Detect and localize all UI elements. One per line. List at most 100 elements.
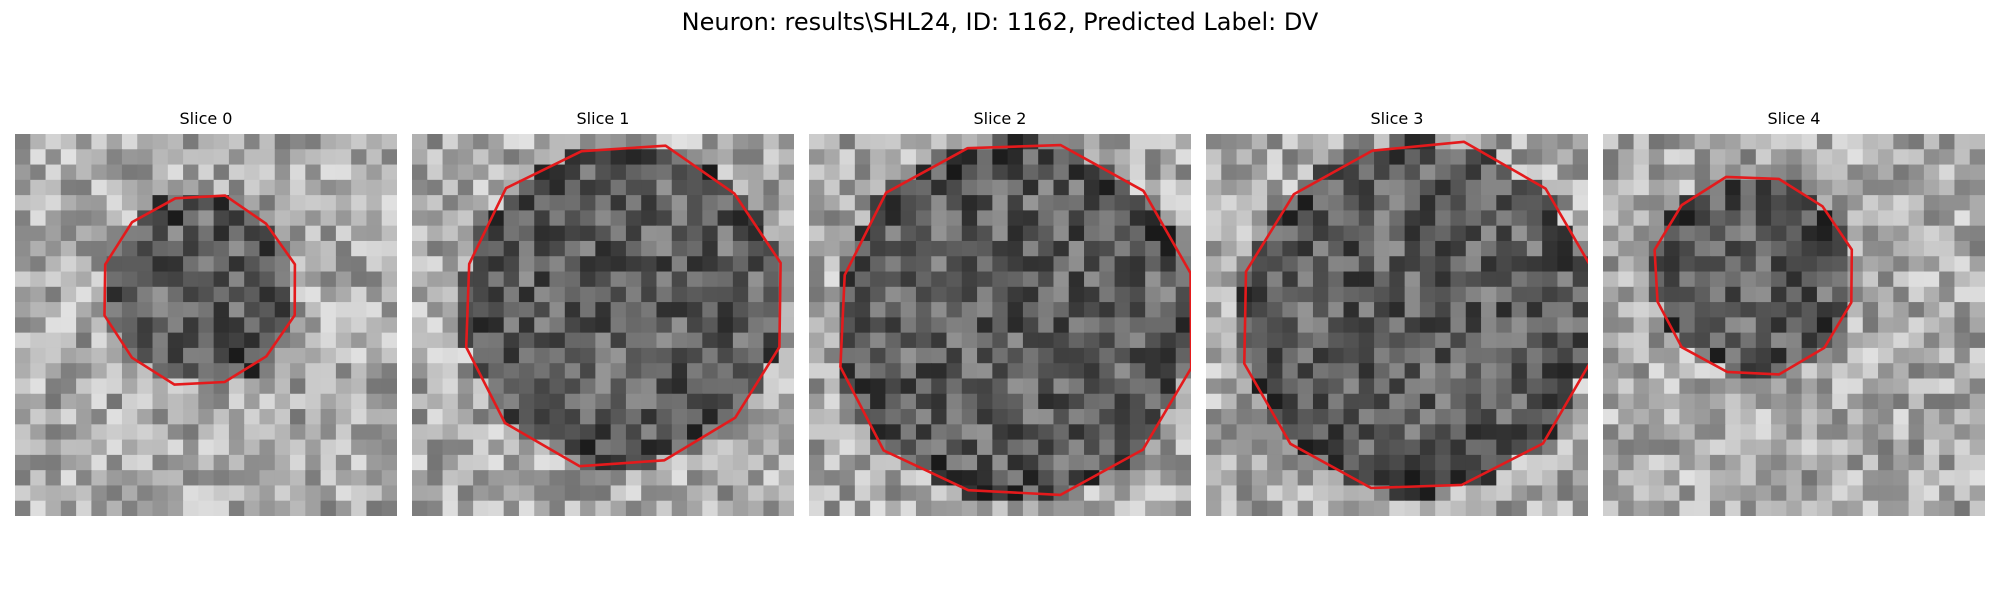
pixel bbox=[1404, 256, 1421, 273]
pixel bbox=[946, 286, 963, 303]
pixel bbox=[488, 286, 505, 303]
pixel bbox=[1297, 134, 1314, 150]
pixel bbox=[809, 317, 825, 334]
pixel bbox=[1771, 149, 1787, 166]
pixel bbox=[1908, 210, 1925, 227]
pixel bbox=[778, 378, 794, 395]
pixel bbox=[931, 317, 948, 334]
pixel bbox=[1282, 332, 1299, 349]
pixel bbox=[121, 271, 138, 288]
pixel bbox=[641, 164, 658, 181]
pixel bbox=[1923, 134, 1940, 150]
pixel bbox=[1725, 378, 1742, 395]
pixel bbox=[1022, 424, 1039, 441]
pixel bbox=[809, 195, 825, 211]
pixel bbox=[305, 317, 322, 334]
pixel bbox=[106, 179, 123, 196]
pixel bbox=[1145, 271, 1162, 288]
pixel bbox=[1816, 332, 1833, 349]
pixel bbox=[1816, 240, 1833, 257]
pixel bbox=[412, 240, 428, 257]
pixel bbox=[274, 378, 291, 395]
pixel bbox=[900, 286, 917, 303]
pixel bbox=[305, 500, 322, 516]
pixel bbox=[1389, 225, 1406, 242]
pixel bbox=[259, 271, 276, 288]
pixel bbox=[1648, 439, 1665, 456]
pixel bbox=[121, 240, 138, 257]
pixel bbox=[244, 134, 261, 150]
pixel bbox=[351, 317, 368, 334]
pixel bbox=[351, 424, 368, 441]
pixel bbox=[167, 240, 184, 257]
pixel bbox=[1206, 363, 1222, 380]
pixel bbox=[656, 179, 673, 196]
slice-image bbox=[1206, 134, 1588, 516]
pixel bbox=[564, 393, 581, 410]
pixel bbox=[290, 225, 306, 242]
pixel bbox=[381, 424, 397, 441]
pixel bbox=[1847, 439, 1864, 456]
pixel bbox=[687, 332, 703, 349]
pixel bbox=[961, 149, 978, 166]
pixel bbox=[320, 378, 337, 395]
pixel bbox=[1312, 240, 1329, 257]
pixel bbox=[717, 240, 734, 257]
pixel bbox=[580, 393, 596, 410]
pixel bbox=[1145, 363, 1162, 380]
pixel bbox=[1878, 317, 1894, 334]
pixel bbox=[1786, 347, 1803, 364]
pixel bbox=[1771, 164, 1787, 181]
pixel bbox=[45, 134, 62, 150]
pixel bbox=[1633, 164, 1650, 181]
pixel bbox=[381, 500, 397, 516]
pixel bbox=[1939, 424, 1956, 441]
pixel bbox=[1664, 302, 1680, 318]
pixel bbox=[1679, 332, 1696, 349]
pixel bbox=[946, 332, 963, 349]
pixel bbox=[1893, 286, 1910, 303]
pixel bbox=[1068, 332, 1085, 349]
pixel bbox=[15, 149, 31, 166]
pixel bbox=[1816, 424, 1833, 441]
pixel bbox=[290, 332, 306, 349]
pixel bbox=[702, 332, 719, 349]
pixel bbox=[1648, 378, 1665, 395]
pixel bbox=[1740, 424, 1757, 441]
segmentation-contour bbox=[464, 144, 782, 468]
pixel bbox=[1145, 149, 1162, 166]
pixel bbox=[30, 454, 47, 471]
pixel bbox=[656, 225, 673, 242]
pixel bbox=[488, 485, 505, 502]
pixel bbox=[1664, 424, 1680, 441]
pixel bbox=[595, 332, 612, 349]
pixel bbox=[1312, 424, 1329, 441]
pixel bbox=[1832, 378, 1849, 395]
pixel bbox=[839, 195, 856, 211]
pixel bbox=[1969, 134, 1985, 150]
pixel bbox=[442, 134, 459, 150]
pixel bbox=[45, 271, 62, 288]
pixel bbox=[885, 286, 902, 303]
pixel bbox=[1221, 439, 1238, 456]
pixel bbox=[1022, 195, 1039, 211]
pixel bbox=[1526, 317, 1543, 334]
pixel bbox=[1450, 393, 1467, 410]
pixel bbox=[335, 210, 352, 227]
pixel bbox=[595, 210, 612, 227]
pixel bbox=[1939, 317, 1956, 334]
pixel bbox=[580, 454, 596, 471]
pixel bbox=[259, 286, 276, 303]
pixel bbox=[625, 378, 642, 395]
pixel bbox=[1450, 439, 1467, 456]
pixel bbox=[1129, 256, 1146, 273]
pixel bbox=[30, 500, 47, 516]
pixel bbox=[595, 225, 612, 242]
pixel bbox=[610, 409, 627, 425]
pixel bbox=[1786, 439, 1803, 456]
pixel bbox=[931, 424, 948, 441]
pixel bbox=[427, 393, 444, 410]
pixel bbox=[1297, 195, 1314, 211]
pixel bbox=[1801, 470, 1818, 487]
pixel bbox=[137, 240, 154, 257]
